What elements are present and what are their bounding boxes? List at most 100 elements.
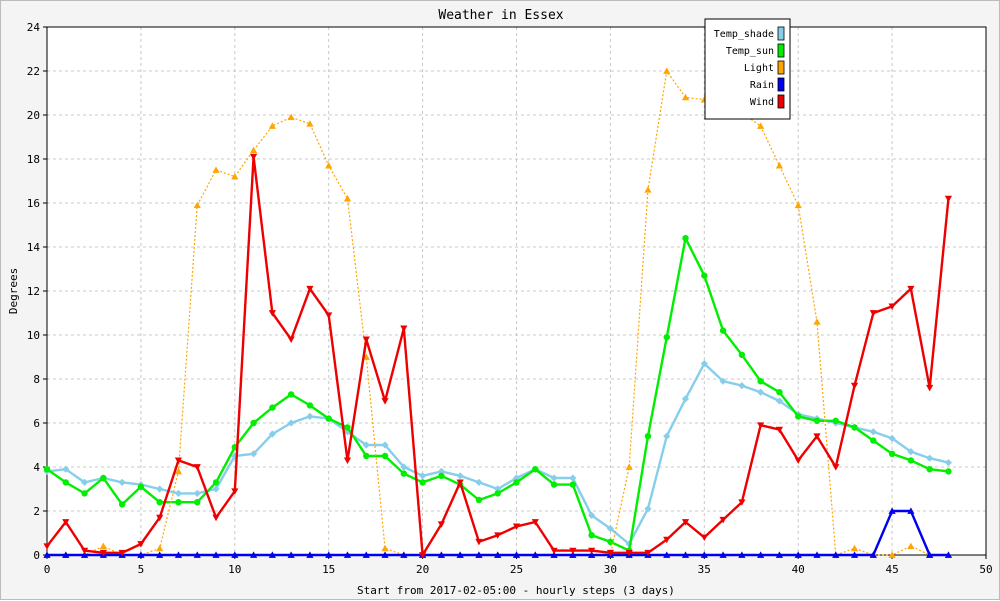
data-point-wind: [475, 538, 483, 546]
data-point-temp-sun: [419, 479, 426, 486]
data-point-rain: [193, 551, 201, 558]
data-point-temp-sun: [325, 415, 332, 422]
data-point-rain: [700, 551, 708, 558]
data-point-temp-shade: [306, 412, 314, 420]
data-point-wind: [869, 310, 877, 317]
data-point-wind: [249, 153, 258, 161]
data-point-temp-shade: [419, 472, 427, 480]
data-point-wind: [719, 516, 727, 524]
data-point-temp-shade: [606, 525, 614, 533]
data-point-rain: [156, 551, 164, 558]
x-axis-label: Start from 2017-02-05:00 - hourly steps …: [357, 584, 675, 597]
data-point-temp-shade: [193, 489, 201, 497]
data-point-rain: [287, 551, 295, 558]
data-point-wind: [437, 521, 445, 528]
data-point-light: [343, 195, 352, 202]
data-point-temp-shade: [80, 478, 89, 486]
legend-swatch-rain: [777, 77, 785, 92]
data-point-wind: [306, 285, 314, 293]
data-point-wind: [569, 547, 577, 555]
data-point-wind: [212, 514, 220, 522]
x-tick-label: 40: [792, 563, 805, 576]
data-point-temp-sun: [926, 466, 933, 473]
data-point-wind: [400, 325, 408, 332]
data-point-temp-shade: [249, 450, 258, 458]
data-point-temp-shade: [475, 478, 483, 486]
y-tick-label: 10: [27, 329, 40, 342]
legend: Temp_shade Temp_sun Light Rain Wind: [704, 18, 791, 120]
data-point-temp-sun: [550, 481, 558, 488]
data-point-wind: [325, 312, 333, 319]
data-point-light: [268, 122, 276, 129]
data-point-wind: [137, 541, 145, 548]
data-point-temp-sun: [475, 496, 483, 504]
data-point-wind: [174, 457, 183, 464]
data-point-temp-sun: [569, 481, 577, 488]
legend-label-temp-sun: Temp_sun: [726, 46, 774, 57]
y-tick-label: 0: [33, 549, 40, 562]
x-tick-label: 35: [698, 563, 711, 576]
data-point-light: [174, 467, 183, 475]
chart-title: Weather in Essex: [438, 8, 563, 23]
data-point-temp-sun: [194, 499, 201, 506]
data-point-wind: [832, 464, 840, 471]
data-point-wind: [944, 195, 953, 203]
data-point-temp-sun: [494, 490, 501, 497]
data-point-rain: [588, 551, 596, 558]
data-point-temp-sun: [757, 378, 764, 385]
data-point-temp-shade: [681, 395, 690, 403]
x-tick-label: 50: [979, 563, 992, 576]
legend-swatch-temp-shade: [777, 26, 785, 41]
data-point-temp-shade: [644, 505, 652, 513]
data-point-rain: [775, 551, 784, 558]
data-point-temp-shade: [926, 454, 934, 462]
legend-swatch-temp-sun: [777, 43, 785, 58]
x-tick-label: 30: [604, 563, 617, 576]
data-point-rain: [569, 551, 577, 558]
data-point-rain: [550, 551, 558, 558]
data-point-light: [156, 544, 164, 552]
data-point-rain: [475, 551, 483, 558]
data-point-light: [99, 542, 107, 550]
data-point-temp-sun: [776, 389, 783, 396]
data-point-temp-sun: [682, 235, 689, 242]
data-point-temp-sun: [400, 470, 408, 477]
data-point-wind: [850, 382, 859, 390]
data-point-rain: [531, 551, 539, 558]
data-point-light: [813, 318, 821, 325]
data-point-temp-sun: [513, 479, 520, 486]
data-point-temp-shade: [381, 441, 389, 449]
legend-label-temp-shade: Temp_shade: [714, 29, 774, 40]
data-point-temp-sun: [663, 334, 670, 341]
data-point-wind: [419, 552, 427, 559]
data-point-temp-shade: [757, 388, 765, 396]
data-point-light: [325, 162, 333, 169]
data-point-rain: [719, 551, 727, 558]
data-point-rain: [926, 551, 934, 558]
data-point-temp-sun: [888, 450, 896, 457]
data-point-wind: [531, 519, 539, 526]
data-point-temp-sun: [62, 479, 69, 486]
grid: [47, 27, 986, 555]
data-point-rain: [62, 551, 70, 558]
data-point-rain: [494, 551, 502, 558]
legend-label-rain: Rain: [750, 80, 774, 91]
y-tick-label: 4: [33, 461, 40, 474]
data-point-wind: [681, 519, 690, 526]
data-point-wind: [606, 549, 614, 557]
data-point-temp-shade: [174, 489, 183, 497]
y-tick-label: 18: [27, 153, 40, 166]
data-point-temp-shade: [456, 472, 464, 480]
x-tick-label: 25: [510, 563, 523, 576]
data-point-temp-sun: [269, 404, 276, 411]
data-point-rain: [681, 551, 690, 558]
data-point-wind: [512, 523, 521, 530]
data-point-wind: [888, 303, 896, 310]
data-point-temp-shade: [888, 434, 896, 442]
data-point-wind: [362, 336, 370, 343]
data-point-rain: [757, 551, 765, 558]
data-point-light: [249, 146, 258, 154]
data-point-temp-shade: [569, 474, 577, 482]
data-point-temp-shade: [588, 511, 596, 519]
data-point-rain: [174, 551, 183, 558]
